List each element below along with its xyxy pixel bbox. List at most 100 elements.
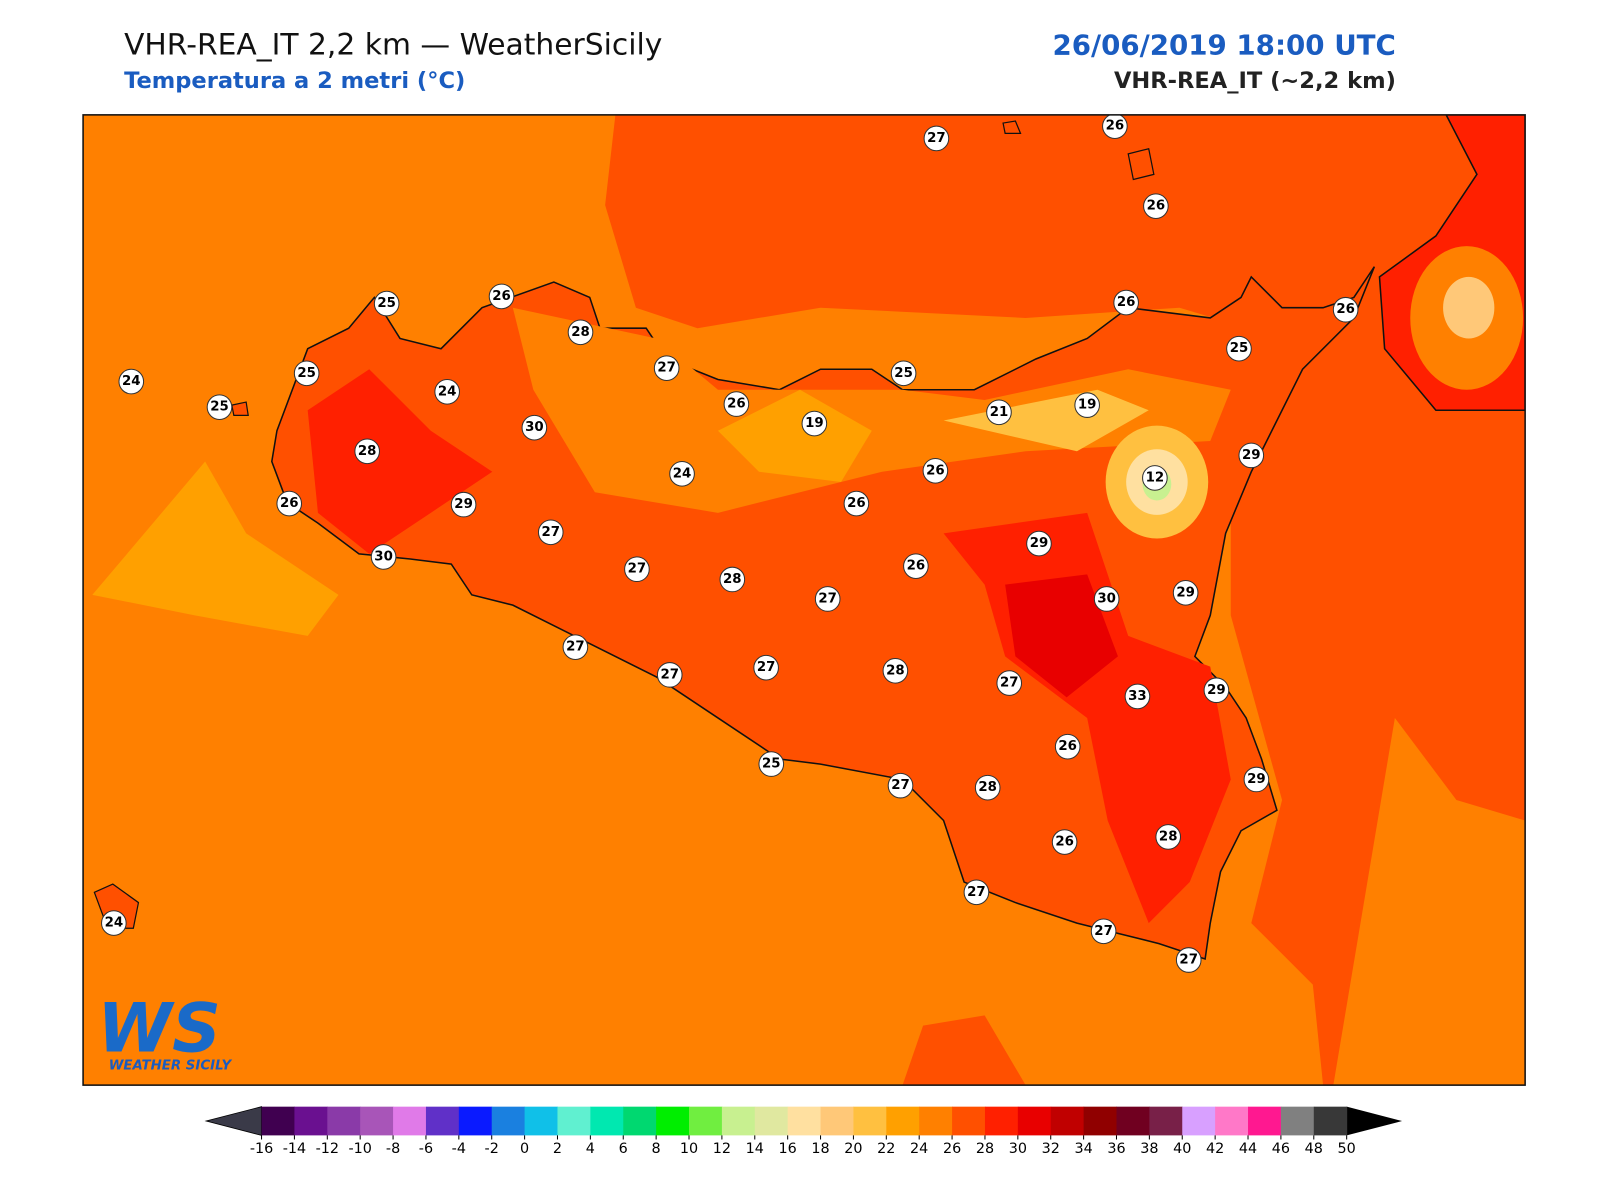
station-value: 29: [1247, 772, 1266, 787]
station-marker: [996, 670, 1023, 696]
station: 28: [974, 774, 1001, 801]
station-value: 27: [967, 885, 986, 900]
station-marker: [963, 879, 990, 906]
station-marker: [1143, 193, 1169, 219]
hot-area: [1005, 574, 1118, 698]
station-value: 26: [1106, 119, 1125, 134]
colorbar-tick-label: 36: [1107, 1141, 1125, 1157]
station-marker: [537, 519, 564, 546]
map-frame: [82, 114, 1526, 1086]
station: 26: [903, 553, 929, 579]
station: 28: [882, 657, 909, 684]
stations: 27 26 26 25 26 28 24 25 25 24 27 25 26 26 25 30 26 19 21 19…: [101, 114, 1359, 973]
station-marker: [903, 553, 929, 579]
station-value: 29: [1176, 585, 1195, 600]
station: 27: [656, 662, 683, 688]
station: 26: [276, 490, 303, 517]
colorbar-tick-label: 0: [520, 1141, 529, 1157]
inland-cool: [512, 307, 1231, 513]
station-marker: [293, 360, 320, 387]
colorbar-under: [204, 1106, 262, 1136]
colorbar-tick-label: 4: [586, 1141, 595, 1157]
colorbar-segment: [984, 1106, 1019, 1136]
station: 26: [1143, 193, 1169, 219]
colorbar-tick-label: 40: [1173, 1141, 1191, 1157]
colorbar-tick-label: 2: [553, 1141, 562, 1157]
station-marker: [450, 491, 477, 518]
station-marker: [1142, 465, 1168, 491]
station: 26: [1051, 829, 1078, 855]
station-marker: [882, 657, 909, 684]
colorbar-segment: [294, 1106, 328, 1136]
station-marker: [1238, 442, 1265, 469]
station-value: 24: [122, 374, 141, 389]
colorbar-segment: [1017, 1106, 1052, 1136]
colorbar-segment: [787, 1106, 822, 1136]
station-value: 28: [1159, 829, 1178, 844]
station: 19: [801, 410, 828, 437]
station-value: 24: [673, 466, 692, 481]
station: 29: [1026, 530, 1052, 557]
station: 21: [986, 399, 1012, 426]
station: 27: [753, 654, 779, 681]
station: 19: [1074, 392, 1100, 418]
station: 28: [354, 438, 380, 465]
colorbar-tick-label: -2: [485, 1141, 499, 1157]
station-value: 27: [757, 660, 776, 675]
station: 26: [922, 457, 949, 484]
colorbar-segment: [327, 1106, 361, 1136]
colorbar-tick-label: 30: [1009, 1141, 1027, 1157]
station: 29: [450, 491, 477, 518]
title: VHR-REA_IT 2,2 km — WeatherSicily: [124, 27, 662, 62]
station-marker: [723, 391, 750, 417]
station: 28: [567, 319, 594, 346]
station-value: 27: [1000, 676, 1019, 691]
station-value: 24: [105, 916, 124, 931]
station: 27: [923, 125, 950, 152]
station-value: 26: [1058, 739, 1077, 754]
station-value: 26: [926, 463, 945, 478]
colorbar-tick-label: 26: [943, 1141, 961, 1157]
station-value: 29: [1207, 683, 1226, 698]
colorbar-segment: [952, 1106, 986, 1136]
station-value: 27: [1179, 953, 1198, 968]
station-value: 27: [628, 562, 647, 577]
island: [231, 120, 1155, 416]
station-marker: [1054, 733, 1081, 760]
station: 27: [624, 556, 650, 583]
colorbar-tick-label: 18: [811, 1141, 829, 1157]
station-value: 12: [1146, 470, 1165, 485]
station-marker: [434, 378, 460, 405]
station: 27: [1175, 947, 1202, 973]
station: 24: [118, 368, 145, 395]
logo: WS WEATHER SICILY: [97, 988, 232, 1073]
station: 26: [1054, 733, 1081, 760]
station-value: 26: [907, 559, 926, 574]
station: 25: [293, 360, 320, 387]
station: 29: [1243, 766, 1270, 793]
colorbar-segment: [458, 1106, 493, 1136]
station-value: 19: [805, 416, 824, 431]
station-marker: [373, 290, 400, 317]
warm-sea: [902, 1015, 1026, 1086]
station: 24: [669, 461, 695, 487]
station-marker: [1332, 296, 1359, 323]
station-value: 25: [894, 366, 913, 381]
station: 33: [1124, 683, 1151, 710]
colorbar-tick-label: 20: [844, 1141, 862, 1157]
sea-patch: [1333, 717, 1526, 1086]
station-value: 28: [723, 572, 742, 587]
station-value: 27: [1094, 924, 1113, 939]
model: VHR-REA_IT (~2,2 km): [1114, 68, 1396, 94]
colorbar-segment: [1280, 1106, 1315, 1136]
colorbar: -16 -14 -12 -10 -8 -6 -4 -2 0 2 4 6 8 10 12 14 16 18 20 22 2…: [204, 1106, 1403, 1157]
station: 27: [963, 879, 990, 906]
colorbar-tick-label: 44: [1239, 1141, 1257, 1157]
colorbar-segment: [557, 1106, 591, 1136]
station: 27: [814, 586, 841, 612]
station: 25: [758, 751, 785, 777]
station-value: 26: [492, 289, 511, 304]
station-marker: [101, 910, 127, 936]
colorbar-segment: [820, 1106, 854, 1136]
